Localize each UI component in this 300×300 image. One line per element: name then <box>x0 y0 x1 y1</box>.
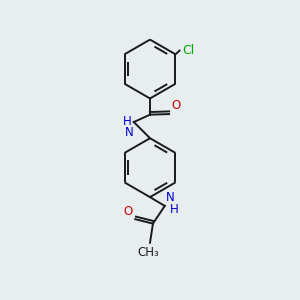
Text: O: O <box>172 99 181 112</box>
Text: H: H <box>123 115 131 128</box>
Text: H: H <box>170 203 179 216</box>
Text: N: N <box>166 191 175 205</box>
Text: N: N <box>124 126 133 139</box>
Text: CH₃: CH₃ <box>138 246 159 259</box>
Text: Cl: Cl <box>182 44 194 57</box>
Text: O: O <box>124 205 133 218</box>
